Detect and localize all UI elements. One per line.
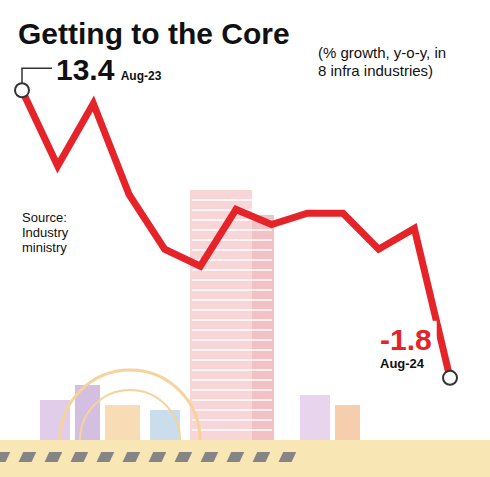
decor-stripe <box>227 452 245 462</box>
decor-floor <box>192 239 272 241</box>
decor-arc <box>60 370 200 440</box>
decor-floor <box>192 319 272 321</box>
decor-arc <box>80 390 180 440</box>
decor-floor <box>192 379 272 381</box>
decor-floor <box>192 229 272 231</box>
decor-stripe <box>71 452 89 462</box>
category-label: Aug-24 <box>380 356 425 371</box>
decor-stripe <box>175 452 193 462</box>
decor-floor <box>192 369 272 371</box>
category-label: Aug-23 <box>121 69 162 83</box>
decor-stripe <box>201 452 219 462</box>
plot-area <box>15 83 457 385</box>
decor-ground <box>0 440 490 477</box>
decor-stripe <box>279 452 297 462</box>
decor-floor <box>192 199 272 201</box>
decor-floor <box>192 289 272 291</box>
decor-building <box>335 405 360 440</box>
label-box <box>375 321 437 374</box>
decor-floor <box>192 429 272 431</box>
data-label: -1.8 <box>380 323 432 356</box>
data-label: 13.4 <box>56 53 115 86</box>
decor-floor <box>192 349 272 351</box>
decor-building <box>40 400 70 440</box>
line <box>22 90 450 378</box>
decor-floor <box>192 249 272 251</box>
chart: Getting to the Core (% growth, y-o-y, in8… <box>0 0 490 477</box>
decor-floor <box>192 419 272 421</box>
decor-stripe <box>19 452 37 462</box>
decor-floor <box>192 339 272 341</box>
decor-floor <box>192 359 272 361</box>
decor-stripe <box>253 452 271 462</box>
decor-building <box>300 395 330 440</box>
subtitle: (% growth, y-o-y, in8 infra industries) <box>318 44 446 79</box>
decor-floor <box>192 329 272 331</box>
decor-stripe <box>149 452 167 462</box>
decor-floor <box>192 299 272 301</box>
marker <box>15 83 29 97</box>
decor-stripe <box>97 452 115 462</box>
decor-building <box>252 215 274 440</box>
decor-floor <box>192 279 272 281</box>
end-label: -1.8Aug-24 <box>375 321 437 374</box>
decor-floor <box>192 399 272 401</box>
title: Getting to the Core <box>18 17 290 50</box>
source: Source:Industryministry <box>22 210 69 255</box>
data-labels: 13.4 Aug-23 -1.8Aug-24 <box>22 53 437 374</box>
decor-building <box>105 405 140 440</box>
marker <box>443 371 457 385</box>
decor-stripe <box>123 452 141 462</box>
decor-floor <box>192 309 272 311</box>
leader <box>22 68 52 83</box>
decor-stripe <box>45 452 63 462</box>
decor-floor <box>192 409 272 411</box>
decor-floor <box>192 269 272 271</box>
decor-stripe <box>0 452 10 462</box>
decor-floor <box>192 389 272 391</box>
decor-building <box>150 410 180 440</box>
